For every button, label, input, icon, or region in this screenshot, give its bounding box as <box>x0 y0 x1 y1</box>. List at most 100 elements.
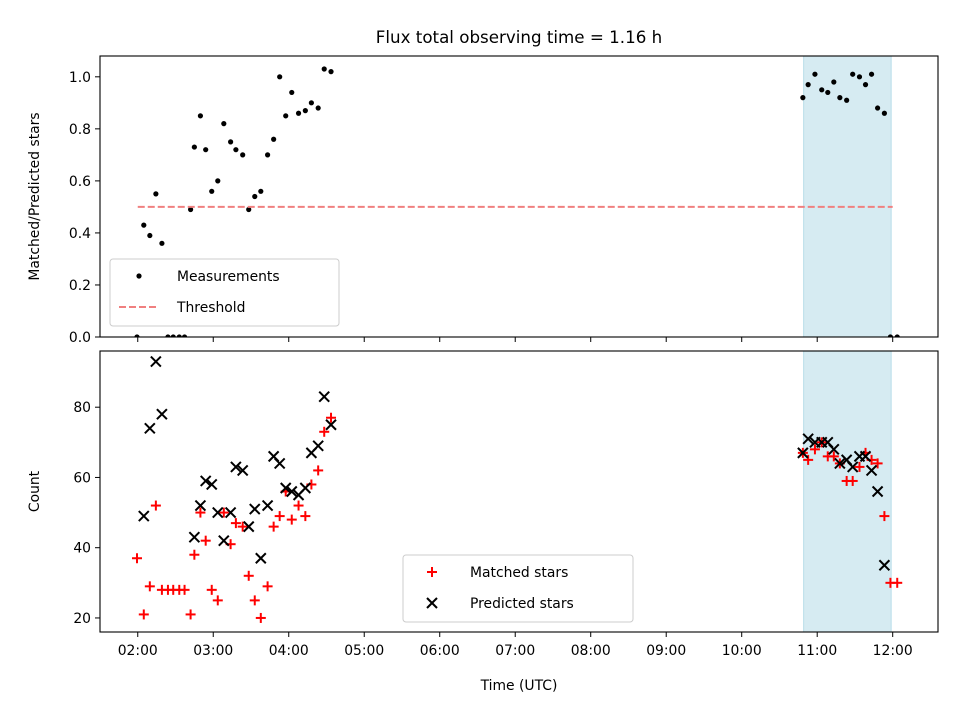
data-point <box>844 97 850 103</box>
x-tick-label: 05:00 <box>344 643 384 659</box>
data-point <box>300 511 311 522</box>
data-point <box>286 485 298 498</box>
legend-label: Predicted stars <box>470 596 574 612</box>
data-point <box>195 507 206 518</box>
data-point <box>138 609 149 620</box>
data-point <box>871 485 884 498</box>
data-point <box>249 503 261 515</box>
data-point <box>299 482 312 494</box>
x-tick-label: 11:00 <box>797 643 837 659</box>
data-point <box>802 433 814 445</box>
y-tick-label: 60 <box>73 470 91 486</box>
data-point <box>319 426 330 437</box>
data-point <box>289 89 295 96</box>
data-point <box>262 581 273 592</box>
data-point <box>875 105 881 111</box>
data-point <box>828 443 840 456</box>
x-tick-label: 09:00 <box>646 643 686 659</box>
data-point <box>188 531 201 543</box>
data-point <box>837 95 843 101</box>
data-point <box>268 521 279 532</box>
data-point <box>199 475 212 487</box>
data-point <box>181 334 188 337</box>
data-point <box>894 334 900 337</box>
data-point <box>318 390 330 403</box>
data-point <box>261 499 274 512</box>
data-point <box>308 100 314 106</box>
data-point <box>150 355 162 368</box>
data-point <box>819 87 825 93</box>
data-point <box>165 334 171 337</box>
data-point <box>854 461 865 472</box>
data-point <box>138 510 150 522</box>
legend-label: Threshold <box>176 300 245 316</box>
data-point <box>153 191 159 197</box>
y-tick-label: 0.6 <box>69 174 91 190</box>
data-point <box>228 139 234 145</box>
legend-swatch <box>426 597 438 609</box>
data-point <box>865 464 878 477</box>
data-point <box>191 144 197 150</box>
data-point <box>200 535 211 546</box>
y-tick-label: 40 <box>73 541 91 557</box>
data-point <box>144 581 155 592</box>
data-point <box>159 240 165 246</box>
data-point <box>230 461 242 473</box>
y-tick-label: 1.0 <box>69 70 91 86</box>
data-point <box>293 500 304 511</box>
data-point <box>315 105 321 111</box>
data-point <box>144 422 156 434</box>
data-point <box>280 482 292 494</box>
data-point <box>325 419 337 431</box>
y-tick-label: 0.2 <box>69 278 91 294</box>
legend-box <box>109 258 340 327</box>
chart-title: Flux total observing time = 1.16 h <box>376 27 662 47</box>
x-tick-label: 12:00 <box>873 643 913 659</box>
data-point <box>277 74 283 80</box>
series-measurements <box>134 66 900 337</box>
data-point <box>302 108 308 114</box>
data-point <box>194 499 207 512</box>
data-point <box>212 595 223 606</box>
data-point <box>221 121 227 127</box>
data-point <box>243 570 254 581</box>
y-tick-label: 0.0 <box>69 330 91 346</box>
data-point <box>218 534 230 547</box>
data-point <box>286 514 297 525</box>
data-point <box>240 152 246 158</box>
x-tick-label: 10:00 <box>722 643 762 659</box>
data-point <box>805 82 811 88</box>
y-axis-label: Matched/Predicted stars <box>27 112 43 280</box>
data-point <box>809 444 820 455</box>
legend-box <box>402 554 634 623</box>
data-point <box>273 457 286 470</box>
legend-swatch <box>136 273 142 279</box>
data-point <box>206 584 217 595</box>
data-point <box>859 450 872 463</box>
data-point <box>850 71 856 77</box>
data-point <box>218 507 229 518</box>
data-point <box>797 447 809 459</box>
data-point <box>872 458 883 469</box>
data-point <box>237 521 248 532</box>
top-panel: 0.0 0.2 0.4 0.6 0.8 1.0 Matched/Predicted star… <box>27 55 939 346</box>
data-point <box>825 89 831 96</box>
x-tick-label: 07:00 <box>495 643 535 659</box>
data-point <box>156 408 168 420</box>
data-point <box>847 475 858 486</box>
data-point <box>189 549 200 560</box>
data-point <box>215 178 221 184</box>
shaded-interval <box>803 55 892 338</box>
data-point <box>185 609 196 620</box>
x-tick-label: 02:00 <box>118 643 158 659</box>
x-tick-label: 03:00 <box>193 643 233 659</box>
data-point <box>134 334 140 337</box>
data-point <box>274 511 285 522</box>
y-tick-label: 0.4 <box>69 226 91 242</box>
data-point <box>252 193 258 200</box>
x-tick-label: 06:00 <box>420 643 460 659</box>
data-point <box>150 500 161 511</box>
x-axis-label: Time (UTC) <box>480 678 558 694</box>
data-point <box>255 552 267 564</box>
